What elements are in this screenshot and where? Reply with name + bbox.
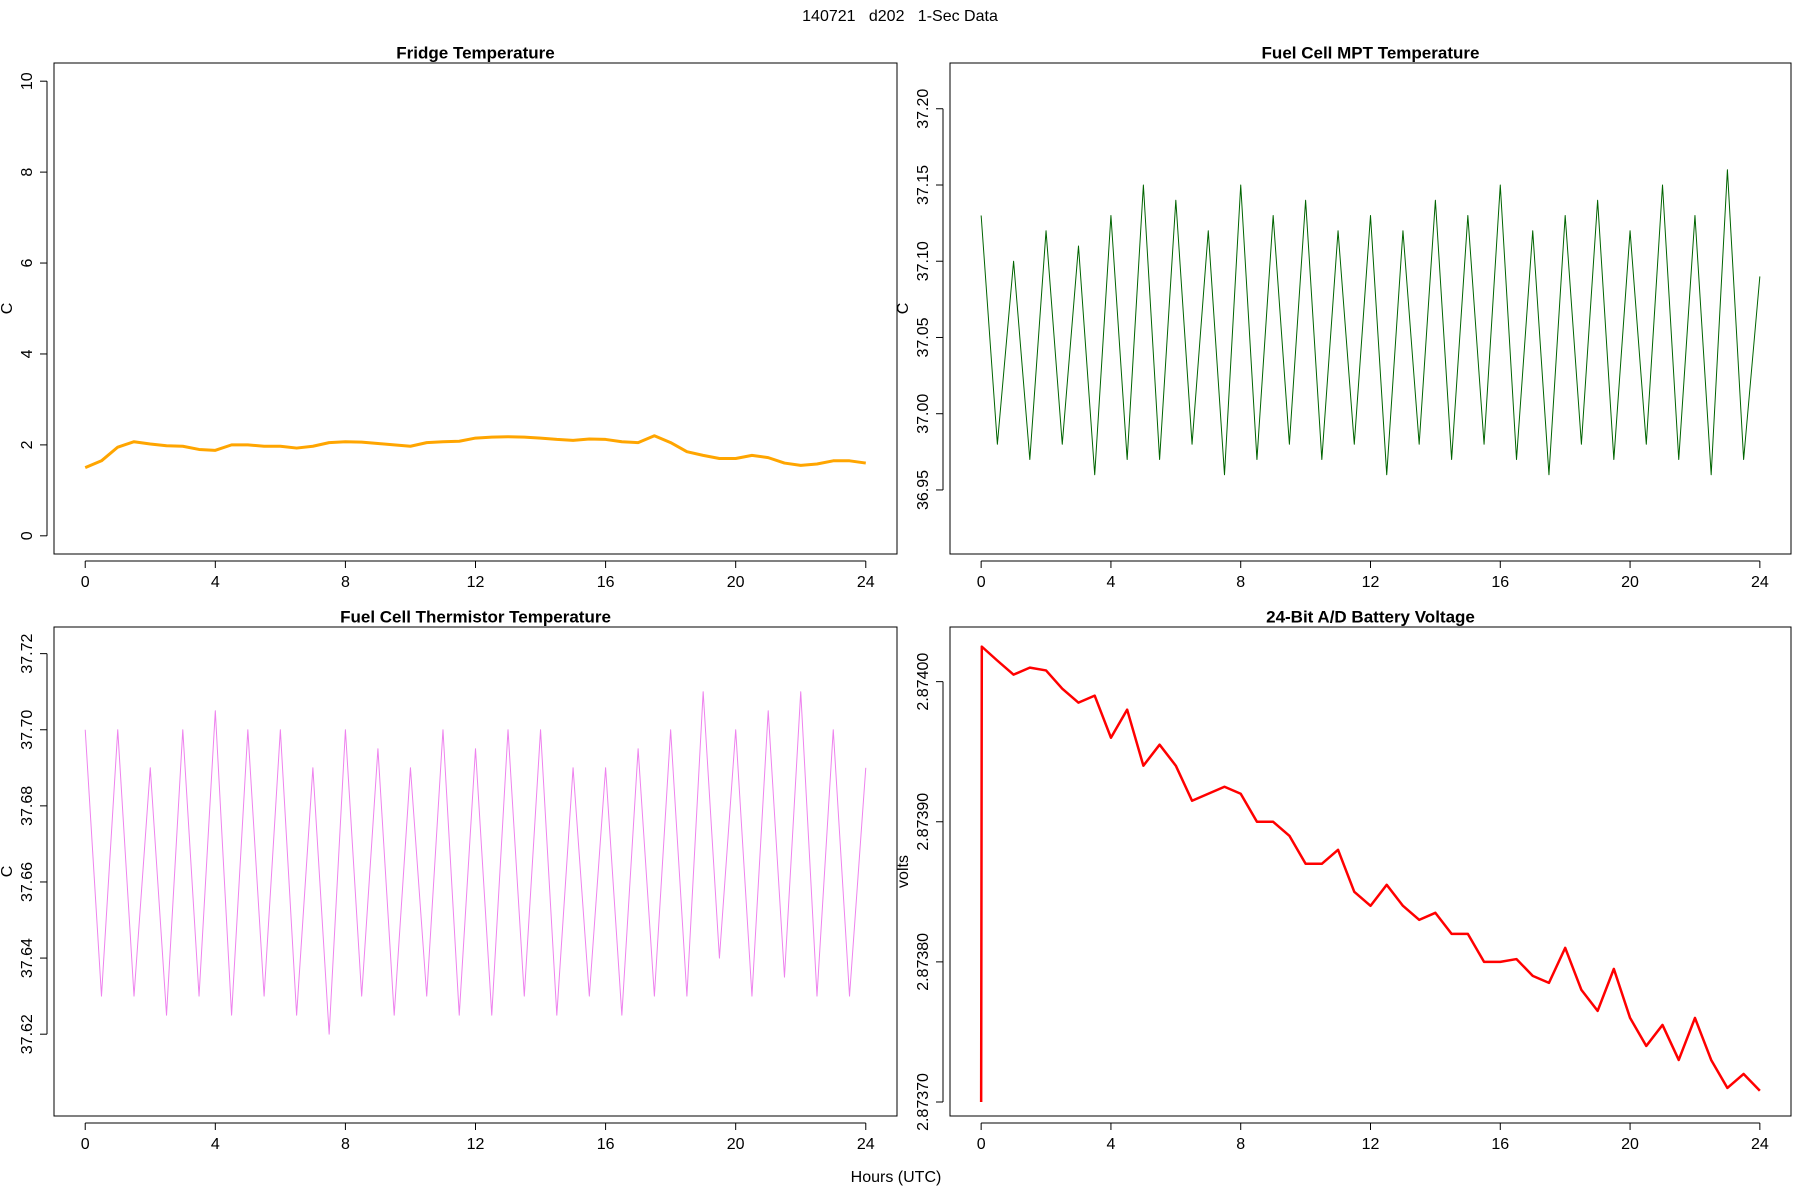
- x-tick-label: 4: [211, 1136, 220, 1153]
- y-tick-label: 37.00: [915, 394, 932, 434]
- x-tick-label: 0: [977, 1136, 986, 1153]
- y-tick-label: 0: [19, 531, 36, 540]
- x-tick-label: 4: [1106, 1136, 1115, 1153]
- x-tick-label: 20: [727, 574, 745, 591]
- y-axis-label: C: [0, 303, 16, 315]
- x-tick-label: 12: [467, 1136, 485, 1153]
- x-tick-label: 20: [727, 1136, 745, 1153]
- plot-frame: [53, 62, 898, 555]
- x-tick-label: 16: [1491, 1136, 1509, 1153]
- plot-frame: [949, 626, 1792, 1117]
- x-tick-label: 4: [211, 574, 220, 591]
- x-tick-label: 20: [1621, 1136, 1639, 1153]
- y-tick-label: 37.70: [19, 710, 36, 750]
- y-tick-label: 2: [19, 440, 36, 449]
- x-tick-label: 8: [341, 574, 350, 591]
- y-tick-label: 8: [19, 168, 36, 177]
- x-tick-label: 12: [1362, 574, 1380, 591]
- x-tick-label: 16: [1491, 574, 1509, 591]
- x-tick-label: 4: [1106, 574, 1115, 591]
- y-axis-label: C: [0, 866, 16, 878]
- x-tick-label: 8: [1236, 1136, 1245, 1153]
- x-tick-label: 20: [1621, 574, 1639, 591]
- y-tick-label: 37.15: [915, 165, 932, 205]
- y-tick-label: 37.05: [915, 317, 932, 357]
- data-line: [84, 691, 867, 1035]
- y-tick-label: 6: [19, 258, 36, 267]
- x-tick-label: 24: [857, 1136, 875, 1153]
- x-tick-label: 24: [1751, 1136, 1769, 1153]
- panel-title: Fuel Cell MPT Temperature: [1262, 43, 1480, 62]
- y-tick-label: 2.87370: [915, 1073, 932, 1131]
- plot-frame: [949, 62, 1792, 555]
- panel-title: Fuel Cell Thermistor Temperature: [340, 607, 611, 626]
- y-tick-label: 2.87400: [915, 653, 932, 711]
- data-line: [84, 434, 866, 470]
- y-axis-label: volts: [895, 855, 912, 888]
- y-tick-label: 2.87390: [915, 793, 932, 851]
- x-axis-label: Hours (UTC): [851, 1169, 942, 1186]
- panel-title: Fridge Temperature: [396, 43, 554, 62]
- y-axis-label: C: [895, 303, 912, 315]
- x-tick-label: 12: [1362, 1136, 1380, 1153]
- y-tick-label: 37.72: [19, 634, 36, 674]
- y-tick-label: 37.64: [19, 938, 36, 978]
- y-tick-label: 37.20: [915, 89, 932, 129]
- y-tick-label: 37.66: [19, 862, 36, 902]
- y-tick-label: 37.10: [915, 241, 932, 281]
- plot-frame: [53, 626, 898, 1117]
- y-tick-label: 10: [19, 72, 36, 90]
- x-tick-label: 0: [81, 1136, 90, 1153]
- x-tick-label: 24: [1751, 574, 1769, 591]
- y-tick-label: 37.62: [19, 1014, 36, 1054]
- y-tick-label: 36.95: [915, 470, 932, 510]
- x-tick-label: 0: [81, 574, 90, 591]
- data-line: [979, 645, 1761, 1102]
- x-tick-label: 8: [1236, 574, 1245, 591]
- figure-title: 140721 d202 1-Sec Data: [802, 8, 998, 25]
- y-tick-label: 4: [19, 349, 36, 358]
- y-tick-label: 2.87380: [915, 933, 932, 991]
- x-tick-label: 0: [977, 574, 986, 591]
- x-tick-label: 8: [341, 1136, 350, 1153]
- x-tick-label: 24: [857, 574, 875, 591]
- y-tick-label: 37.68: [19, 786, 36, 826]
- panel-title: 24-Bit A/D Battery Voltage: [1266, 607, 1475, 626]
- x-tick-label: 16: [597, 574, 615, 591]
- x-tick-label: 16: [597, 1136, 615, 1153]
- data-line: [980, 169, 1761, 476]
- x-tick-label: 12: [467, 574, 485, 591]
